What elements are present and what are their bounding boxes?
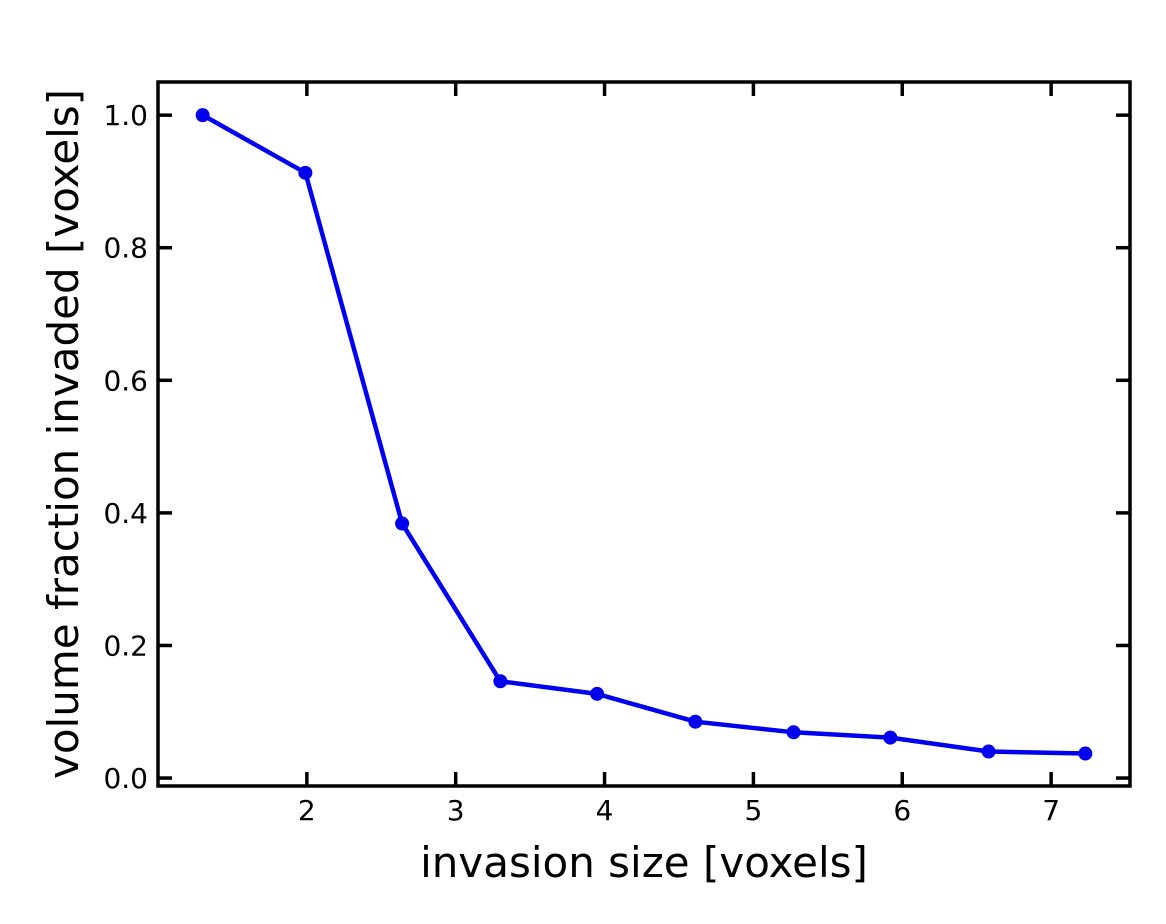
plot-frame bbox=[156, 80, 1132, 788]
data-point bbox=[395, 516, 410, 531]
data-point bbox=[688, 714, 703, 729]
tick-labels: 2 3 4 5 6 7 0.0 0.2 0.4 0.6 0.8 1.0 bbox=[103, 99, 1060, 827]
data-point bbox=[195, 108, 210, 123]
series-line bbox=[201, 113, 1086, 756]
data-point bbox=[1078, 746, 1093, 761]
y-tick-label: 0.0 bbox=[103, 762, 148, 795]
data-point bbox=[786, 725, 801, 740]
x-tick-label: 4 bbox=[596, 794, 614, 827]
data-point bbox=[590, 686, 605, 701]
data-point bbox=[493, 674, 508, 689]
data-point bbox=[981, 744, 996, 759]
y-tick-label: 0.2 bbox=[103, 629, 148, 662]
x-tick-label: 2 bbox=[298, 794, 316, 827]
y-tick-label: 0.8 bbox=[103, 232, 148, 265]
data-point bbox=[883, 730, 898, 745]
x-tick-label: 7 bbox=[1042, 794, 1060, 827]
x-tick-label: 5 bbox=[744, 794, 762, 827]
y-tick-label: 0.4 bbox=[103, 497, 148, 530]
x-axis-label: invasion size [voxels] bbox=[420, 838, 868, 887]
x-tick-label: 6 bbox=[893, 794, 911, 827]
x-tick-label: 3 bbox=[447, 794, 465, 827]
data-point bbox=[298, 165, 313, 180]
axis-ticks bbox=[158, 82, 1130, 786]
y-tick-label: 1.0 bbox=[103, 99, 148, 132]
y-tick-label: 0.6 bbox=[103, 364, 148, 397]
data-series bbox=[195, 108, 1093, 761]
y-axis-label: volume fraction invaded [voxels] bbox=[39, 89, 88, 779]
